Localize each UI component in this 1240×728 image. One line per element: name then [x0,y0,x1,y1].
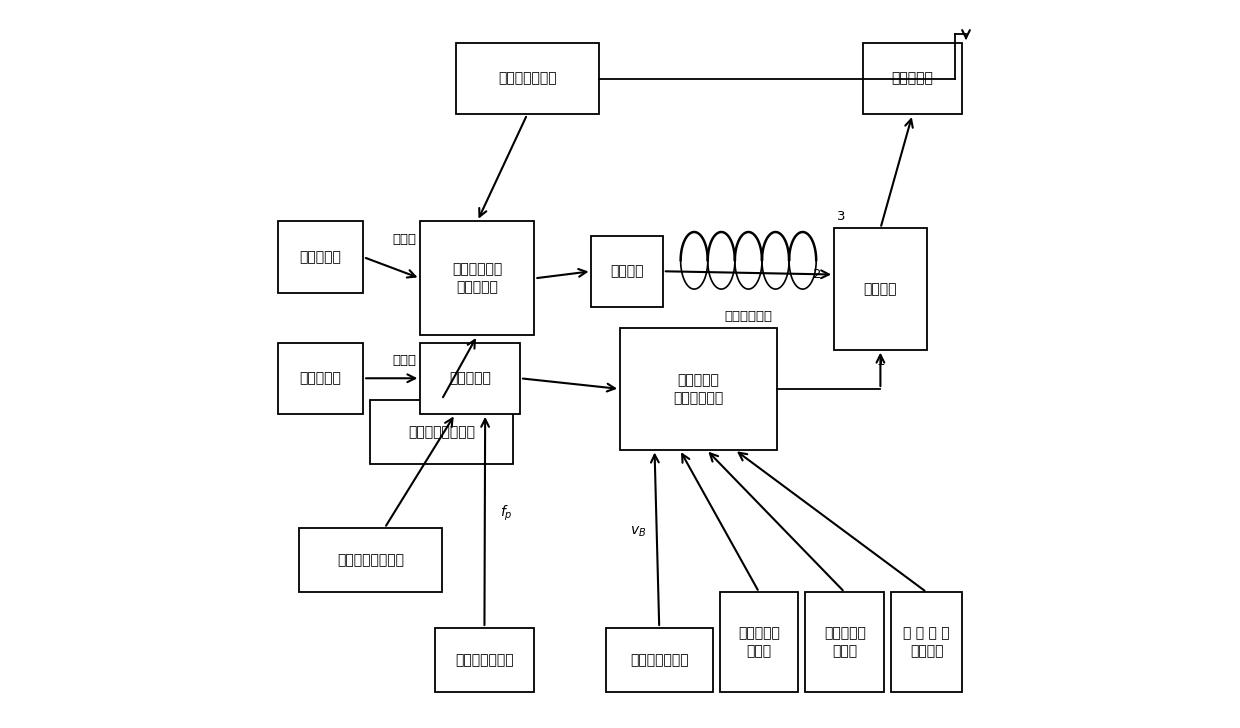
Bar [371,400,513,464]
Text: $v_B$: $v_B$ [630,524,646,539]
Text: 第二激光器: 第二激光器 [299,371,341,385]
Bar [806,593,884,692]
Text: $f_p$: $f_p$ [500,505,512,523]
Text: 下支路: 下支路 [393,354,417,367]
Text: 矢量网络分析仪: 矢量网络分析仪 [498,71,557,86]
Bar [420,343,520,414]
Text: 强度调制器: 强度调制器 [449,371,491,385]
Bar [591,236,663,307]
Text: 双驱动马赫曾
德尔调制器: 双驱动马赫曾 德尔调制器 [453,262,502,295]
Text: 第四直流稳压电源: 第四直流稳压电源 [337,553,404,567]
Bar [892,593,962,692]
Text: 第二微波信号源: 第二微波信号源 [630,653,688,667]
Text: 1: 1 [877,355,884,368]
Text: 双平行马赫
曾德尔调制器: 双平行马赫 曾德尔调制器 [673,373,724,405]
Bar [456,43,599,114]
Text: 高非线性光纤: 高非线性光纤 [724,310,773,323]
Text: 光电探测器: 光电探测器 [892,71,934,86]
Text: 第一直流稳
压电源: 第一直流稳 压电源 [738,626,780,658]
Bar [434,628,534,692]
Text: 第 三 直 流
稳压电源: 第 三 直 流 稳压电源 [904,626,950,658]
Text: 第二直流稳
压电源: 第二直流稳 压电源 [823,626,866,658]
Bar [605,628,713,692]
Bar [278,221,363,293]
Text: 3: 3 [837,210,846,223]
Bar [299,528,441,593]
Bar [420,221,534,336]
Text: 第一激光器: 第一激光器 [299,250,341,264]
Bar [620,328,777,450]
Text: 第五直流稳压电源: 第五直流稳压电源 [408,424,475,439]
Text: 上支路: 上支路 [393,233,417,245]
Text: 2: 2 [812,268,821,281]
Text: 光环形器: 光环形器 [863,282,898,296]
Bar [835,229,926,349]
Bar [720,593,799,692]
Text: 光隔离器: 光隔离器 [610,264,644,278]
Text: 第一微波信号源: 第一微波信号源 [455,653,513,667]
Bar [863,43,962,114]
Bar [278,343,363,414]
